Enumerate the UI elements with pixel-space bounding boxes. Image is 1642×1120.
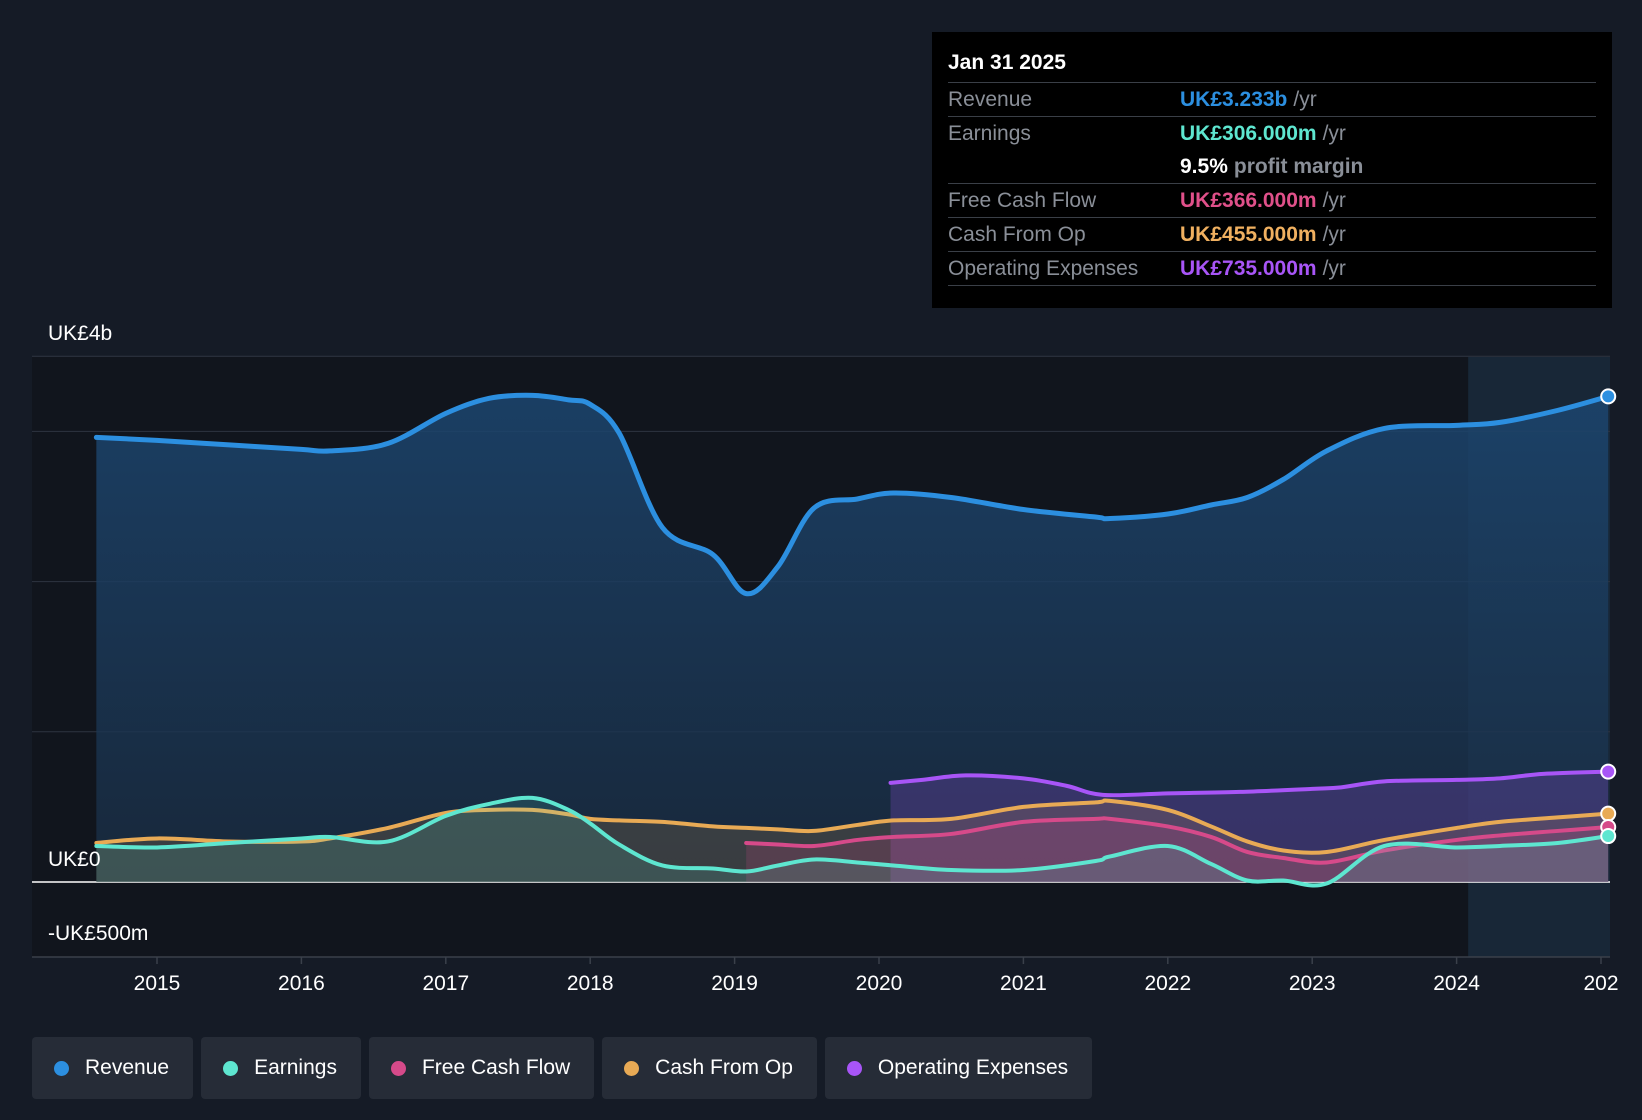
legend-label: Free Cash Flow xyxy=(421,1056,571,1079)
legend-label: Operating Expenses xyxy=(877,1056,1069,1079)
x-tick-label: 2022 xyxy=(1144,972,1191,995)
tooltip-row-cash-from-op: Cash From Op UK£455.000m /yr xyxy=(948,218,1596,252)
x-tick-label: 2016 xyxy=(278,972,325,995)
legend-dot-icon xyxy=(846,1060,862,1076)
earnings-area xyxy=(96,797,1609,886)
x-tick-label: 2018 xyxy=(567,972,614,995)
tooltip-value: UK£306.000m xyxy=(1180,122,1317,145)
legend-item-cash-from-op[interactable]: Cash From Op xyxy=(602,1037,817,1099)
legend-item-free-cash-flow[interactable]: Free Cash Flow xyxy=(368,1037,595,1099)
x-tick-label: 2023 xyxy=(1289,972,1336,995)
x-tick-label: 2019 xyxy=(711,972,758,995)
tooltip-row-operating-expenses: Operating Expenses UK£735.000m /yr xyxy=(948,252,1596,286)
y-tick-label: UK£0 xyxy=(48,848,101,871)
tooltip-value: UK£455.000m xyxy=(1180,223,1317,246)
legend: Revenue Earnings Free Cash Flow Cash Fro… xyxy=(32,1037,1093,1099)
legend-item-revenue[interactable]: Revenue xyxy=(32,1037,194,1099)
tooltip-row-revenue: Revenue UK£3.233b /yr xyxy=(948,83,1596,117)
x-tick-label: 2017 xyxy=(422,972,469,995)
tooltip-unit: /yr xyxy=(1322,223,1346,246)
tooltip-unit: /yr xyxy=(1322,122,1346,145)
tooltip-panel: Jan 31 2025 Revenue UK£3.233b /yr Earnin… xyxy=(932,32,1612,308)
tooltip-value: UK£735.000m xyxy=(1180,257,1317,280)
tooltip-label: Earnings xyxy=(948,122,1031,145)
tooltip-unit: /yr xyxy=(1322,189,1346,212)
legend-dot-icon xyxy=(54,1060,69,1076)
tooltip-value: 9.5% xyxy=(1180,155,1228,178)
tooltip-date: Jan 31 2025 xyxy=(948,46,1596,83)
legend-dot-icon xyxy=(223,1060,239,1076)
x-tick-label: 2015 xyxy=(134,972,181,995)
tooltip-unit: /yr xyxy=(1293,88,1317,111)
operating-expenses-end-point xyxy=(1600,763,1617,780)
legend-label: Earnings xyxy=(254,1056,337,1079)
earnings-line xyxy=(94,795,1611,888)
y-tick-label: UK£4b xyxy=(48,322,112,345)
tooltip-row-profit-margin: 9.5% profit margin xyxy=(948,150,1596,184)
tooltip-label: Free Cash Flow xyxy=(948,189,1097,212)
operating-expenses-area xyxy=(890,771,1609,882)
y-tick-label: -UK£500m xyxy=(48,922,148,945)
tooltip-value: UK£3.233b xyxy=(1180,88,1288,111)
tooltip-row-free-cash-flow: Free Cash Flow UK£366.000m /yr xyxy=(948,184,1596,218)
legend-dot-icon xyxy=(624,1060,640,1076)
tooltip-label: Cash From Op xyxy=(948,223,1086,246)
revenue-line xyxy=(93,392,1611,597)
earnings-end-point xyxy=(1600,828,1617,845)
operating-expenses-line xyxy=(888,769,1611,798)
tooltip-unit: /yr xyxy=(1322,257,1346,280)
legend-label: Cash From Op xyxy=(655,1056,793,1079)
tooltip-label xyxy=(948,150,1180,183)
cash-from-op-line xyxy=(94,798,1611,855)
cash-from-op-end-point xyxy=(1600,805,1617,822)
tooltip-unit: profit margin xyxy=(1233,155,1364,178)
legend-dot-icon xyxy=(390,1060,406,1076)
x-tick-label: 2024 xyxy=(1433,972,1480,995)
legend-label: Revenue xyxy=(85,1056,170,1079)
revenue-area xyxy=(96,395,1609,882)
tooltip-label: Operating Expenses xyxy=(948,257,1139,280)
legend-item-operating-expenses[interactable]: Operating Expenses xyxy=(824,1037,1093,1099)
x-tick-label: 202 xyxy=(1583,972,1618,995)
tooltip-value: UK£366.000m xyxy=(1180,189,1317,212)
x-tick-label: 2020 xyxy=(856,972,903,995)
x-tick-label: 2021 xyxy=(1000,972,1047,995)
free-cash-flow-line xyxy=(744,816,1611,865)
revenue-end-point xyxy=(1600,388,1617,405)
tooltip-row-earnings: Earnings UK£306.000m /yr xyxy=(948,117,1596,150)
legend-item-earnings[interactable]: Earnings xyxy=(201,1037,361,1099)
tooltip-label: Revenue xyxy=(948,88,1033,111)
